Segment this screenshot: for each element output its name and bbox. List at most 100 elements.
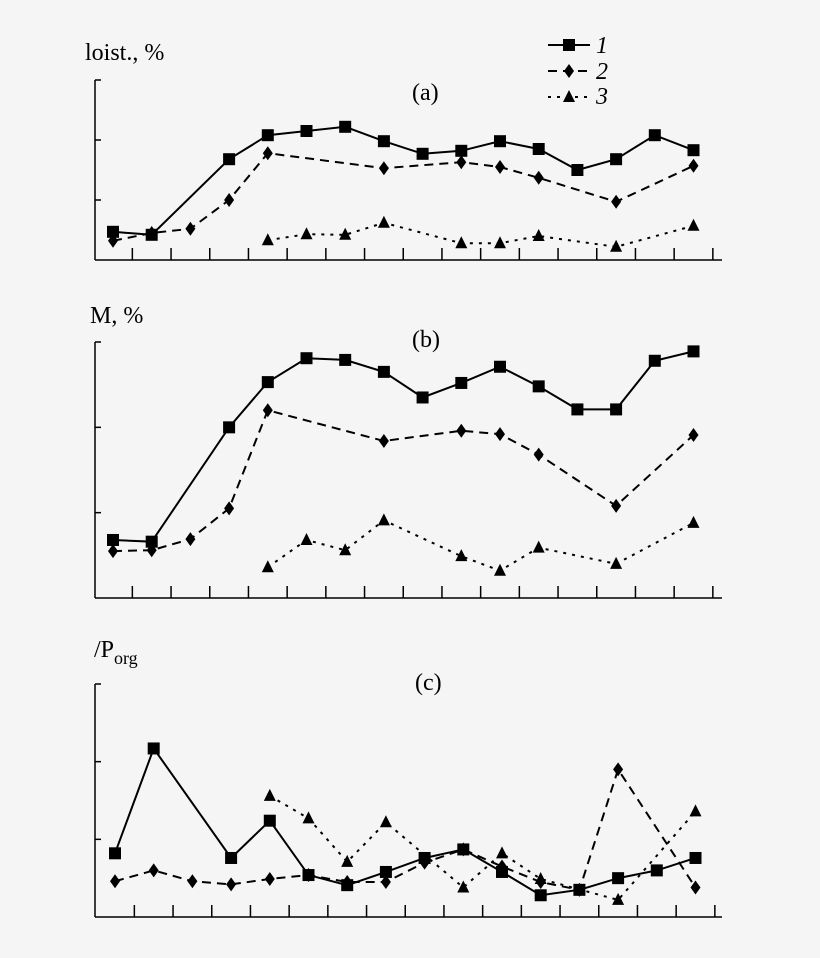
series-2-point: [613, 762, 624, 777]
panel-label-c: (c): [415, 670, 442, 696]
series-1-point: [571, 164, 584, 176]
series-1-point: [687, 144, 700, 157]
series-3-point: [261, 560, 274, 573]
series-2-point: [185, 532, 196, 547]
series-2-point: [458, 842, 469, 857]
series-1-point: [532, 380, 545, 393]
series-1-point: [107, 225, 119, 238]
series-2-point: [456, 423, 467, 438]
legend-marker-3: [563, 90, 575, 102]
series-3-point: [610, 556, 623, 569]
series-1-point: [687, 345, 700, 358]
series-2-point: [226, 877, 237, 892]
series-3-point: [494, 563, 506, 576]
series-1-point: [377, 135, 390, 148]
series-2-point: [148, 863, 159, 878]
series-3-point: [261, 233, 274, 246]
series-2-point: [495, 160, 505, 174]
series-1-point: [377, 365, 390, 378]
series-2-line: [112, 152, 694, 242]
series-3-point: [339, 543, 352, 556]
series-2-point: [533, 447, 544, 462]
legend-marker-2: [564, 64, 574, 78]
legend-label-3: 3: [595, 84, 608, 110]
series-2-point: [224, 501, 235, 516]
panel-b: [94, 341, 722, 599]
series-2-point: [342, 875, 353, 890]
series-1-point: [650, 864, 663, 877]
series-2-point: [456, 155, 467, 170]
series-3-point: [532, 229, 545, 241]
series-1-point: [455, 376, 468, 389]
series-3-point: [377, 513, 390, 526]
series-1-point: [610, 403, 623, 416]
series-1-point: [261, 376, 274, 389]
series-3-point: [300, 532, 313, 545]
series-1-point: [416, 147, 429, 160]
series-2-point: [688, 158, 699, 173]
series-1-point: [261, 129, 274, 142]
series-1-point: [107, 533, 119, 546]
series-2-point: [419, 855, 430, 870]
series-1-point: [339, 120, 352, 133]
series-3-point: [263, 788, 276, 801]
series-1-point: [571, 403, 584, 416]
ylabel-c: /Porg: [94, 637, 138, 668]
series-2-point: [185, 221, 196, 236]
legend-label-2: 2: [596, 59, 608, 85]
series-1-point: [339, 353, 352, 366]
series-1-point: [379, 865, 392, 878]
panel-c: [94, 683, 722, 918]
series-1-point: [494, 135, 506, 148]
series-2-point: [688, 428, 699, 443]
series-1-point: [612, 872, 625, 885]
ylabel-c-sub: org: [114, 648, 138, 668]
panel-label-a: (a): [412, 80, 439, 106]
series-1-point: [145, 535, 158, 548]
series-1-point: [534, 889, 547, 902]
series-3-point: [457, 880, 470, 893]
legend-label-1: 1: [596, 33, 608, 59]
series-2-point: [262, 146, 273, 161]
series-2-point: [378, 433, 389, 448]
legend: 1 2 3: [548, 33, 608, 110]
series-2-point: [303, 868, 314, 883]
series-3-point: [339, 227, 352, 240]
series-3-point: [300, 227, 313, 240]
series-3-point: [689, 804, 702, 817]
series-1-point: [225, 851, 238, 864]
ylabel-c-main: /P: [94, 637, 114, 663]
series-3-point: [302, 811, 315, 824]
series-2-point: [110, 874, 120, 889]
series-1-point: [455, 144, 468, 157]
series-3-point: [377, 215, 390, 228]
series-1-point: [416, 391, 429, 404]
series-1-point: [648, 129, 661, 142]
series-2-point: [378, 161, 389, 176]
ylabel-b: M, %: [90, 303, 143, 329]
series-2-point: [187, 874, 198, 889]
series-2-line: [112, 409, 695, 553]
series-1-point: [610, 153, 623, 166]
series-1-point: [263, 814, 276, 827]
series-1-point: [223, 421, 236, 434]
series-2-point: [146, 226, 157, 240]
series-2-point: [224, 193, 235, 207]
series-1-point: [223, 153, 236, 166]
series-2-point: [146, 543, 157, 558]
series-2-point: [497, 859, 507, 874]
series-1-line: [114, 746, 696, 897]
series-2-point: [108, 544, 118, 559]
series-2-point: [533, 170, 544, 185]
series-2-point: [264, 871, 275, 886]
series-2-line: [114, 767, 697, 891]
series-3-line: [267, 221, 694, 248]
series-3-point: [610, 239, 623, 252]
series-2-point: [380, 875, 391, 890]
series-2-point: [611, 194, 622, 209]
series-2-point: [690, 880, 701, 895]
series-2-point: [611, 498, 622, 513]
series-1-point: [109, 847, 121, 860]
series-1-point: [648, 354, 661, 367]
